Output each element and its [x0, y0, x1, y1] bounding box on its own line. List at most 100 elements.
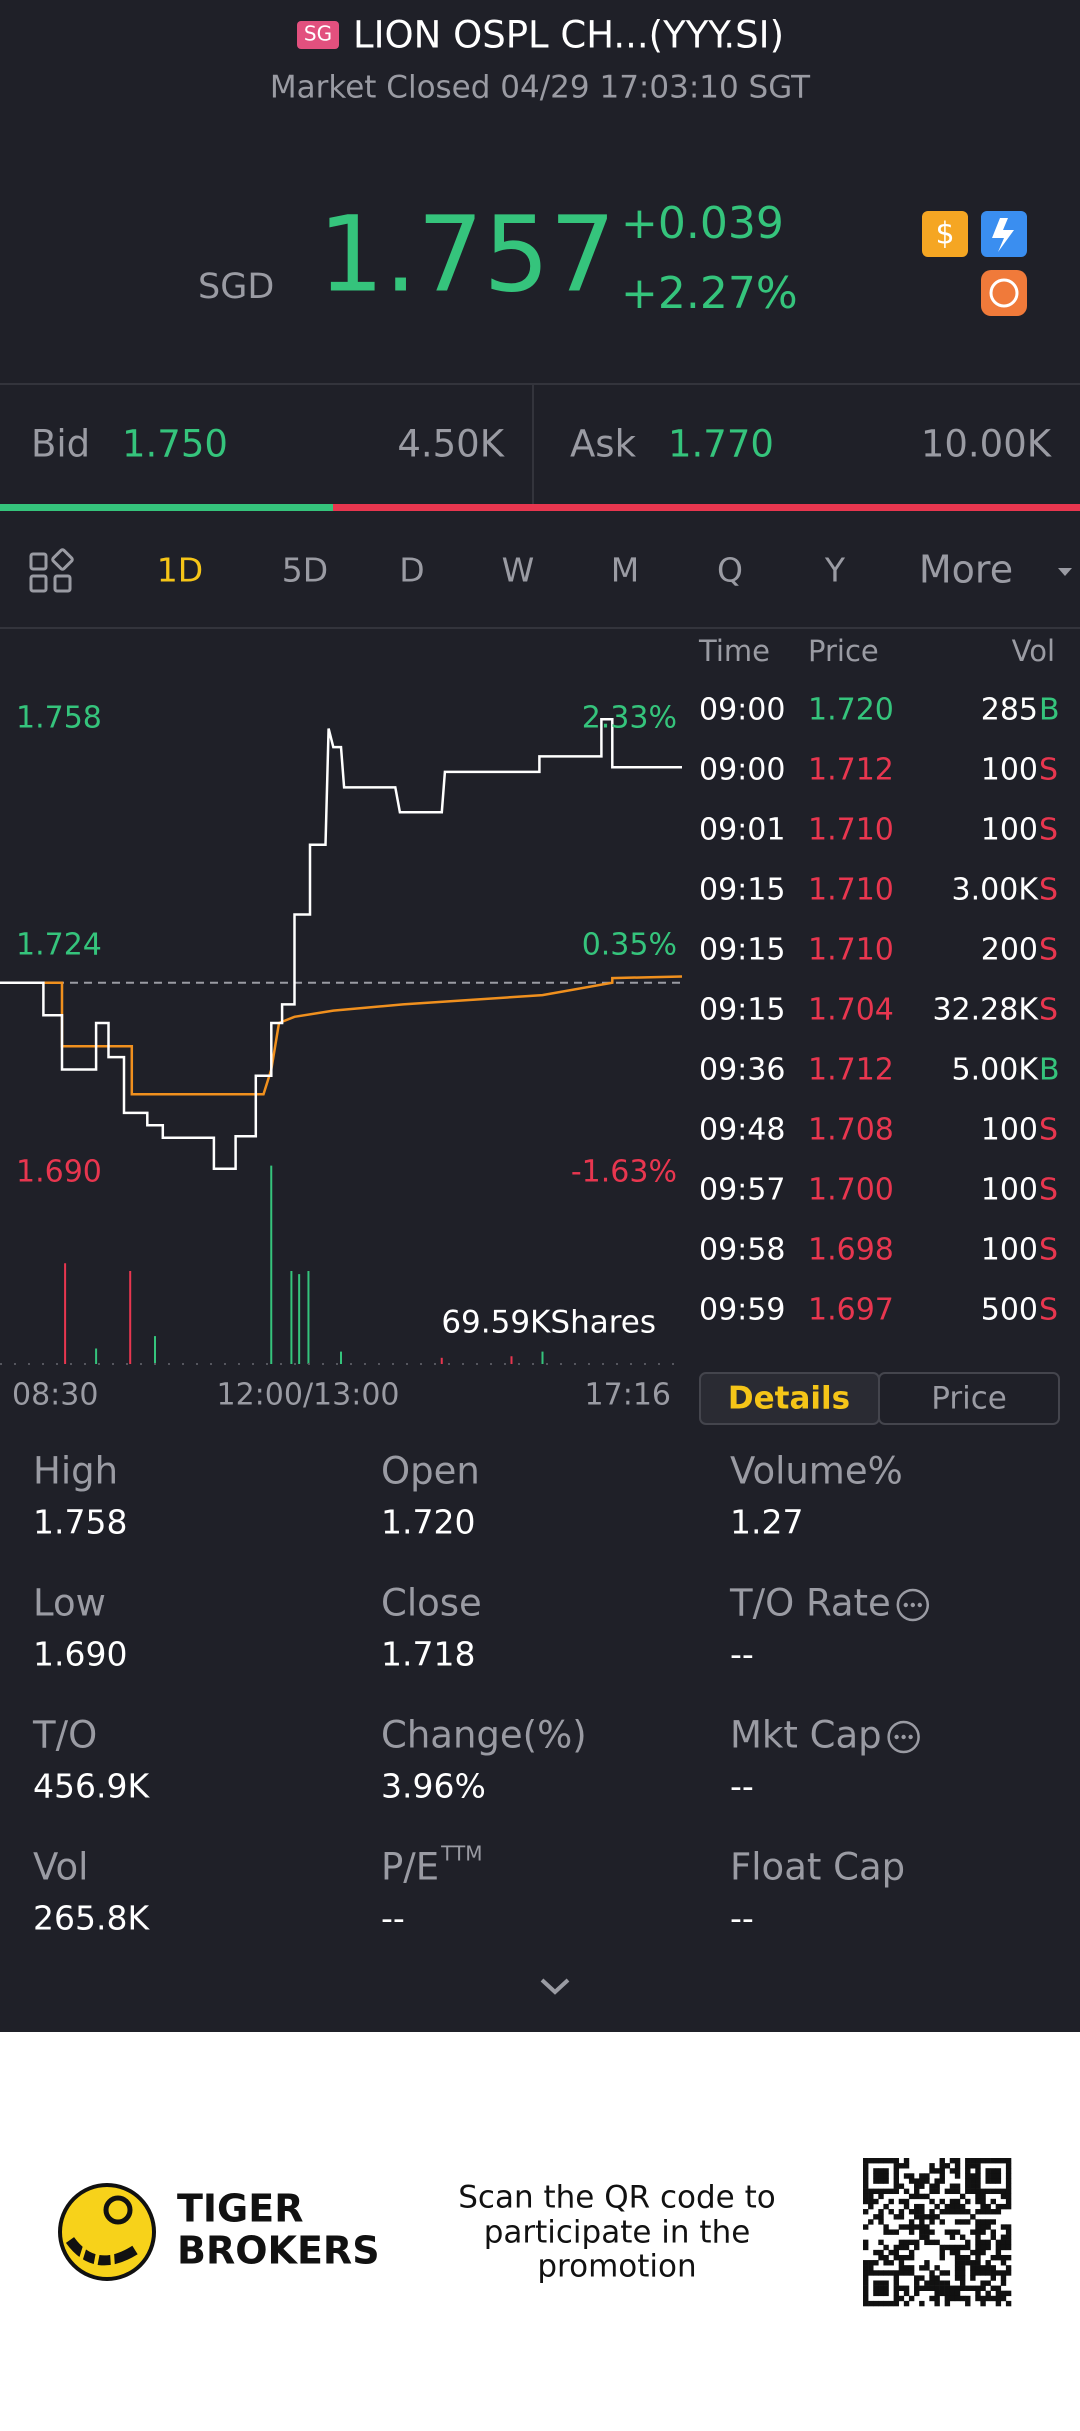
qr-cell: [975, 2193, 981, 2200]
qr-cell: [975, 2270, 981, 2276]
qr-cell: [914, 2224, 920, 2230]
qr-cell: [944, 2229, 951, 2235]
period-tab[interactable]: More: [919, 548, 1013, 592]
qr-cell: [944, 2188, 951, 2195]
period-tab[interactable]: W: [502, 551, 535, 590]
price-button[interactable]: [878, 1372, 1060, 1425]
qr-cell: [959, 2270, 966, 2276]
trade-side: B: [1039, 1053, 1060, 1088]
qr-cell: [929, 2188, 935, 2195]
qr-cell: [995, 2188, 1002, 2195]
qr-cell: [1005, 2188, 1012, 2195]
qr-cell: [949, 2244, 956, 2251]
stat-label-sup: TTM: [440, 1842, 482, 1866]
period-tab[interactable]: 5D: [282, 551, 328, 590]
qr-cell: [954, 2285, 961, 2291]
qr-cell: [873, 2188, 879, 2195]
qr-cell: [995, 2158, 1002, 2164]
period-tab[interactable]: Q: [717, 551, 743, 590]
period-tab[interactable]: M: [611, 551, 639, 590]
qr-cell: [1005, 2265, 1012, 2271]
qr-cell: [975, 2178, 981, 2184]
trade-time: 09:00: [699, 753, 785, 788]
stat-label: High: [33, 1450, 118, 1493]
qr-cell: [954, 2265, 961, 2271]
period-tab[interactable]: Y: [824, 551, 846, 590]
qr-cell: [863, 2265, 869, 2271]
qr-cell: [965, 2239, 971, 2246]
qr-cell: [883, 2203, 889, 2210]
qr-cell: [888, 2260, 894, 2266]
dividend-icon[interactable]: [922, 211, 968, 257]
qr-cell: [893, 2188, 900, 2195]
more-arrow[interactable]: [1058, 568, 1072, 576]
qr-cell: [970, 2229, 976, 2235]
qr-cell: [924, 2178, 930, 2184]
qr-cell: [954, 2158, 961, 2164]
qr-cell: [970, 2178, 976, 2184]
trade-time: 09:57: [699, 1173, 785, 1208]
trade-vol: 32.28K: [932, 993, 1039, 1028]
qr-cell: [919, 2178, 925, 2184]
trade-price: 1.710: [808, 933, 894, 968]
qr-cell: [908, 2295, 915, 2302]
qr-cell: [888, 2188, 894, 2195]
qr-cell: [919, 2183, 925, 2189]
trade-side: S: [1039, 873, 1058, 908]
qr-cell: [975, 2224, 981, 2230]
qr-cell: [924, 2239, 930, 2246]
qr-cell: [883, 2224, 889, 2230]
qr-cell: [929, 2239, 935, 2246]
qr-cell: [985, 2173, 991, 2179]
qr-cell: [980, 2280, 986, 2286]
trade-time: 09:36: [699, 1053, 785, 1088]
qr-cell: [944, 2163, 951, 2169]
qr-cell: [873, 2270, 879, 2276]
qr-cell: [893, 2295, 900, 2302]
qr-cell: [949, 2198, 956, 2205]
qr-cell: [863, 2239, 869, 2246]
qr-cell: [893, 2290, 900, 2297]
period-tab[interactable]: D: [399, 551, 424, 590]
trade-price: 1.720: [808, 693, 894, 728]
qr-cell: [924, 2234, 930, 2240]
qr-cell: [965, 2219, 971, 2225]
qr-cell: [893, 2244, 900, 2251]
qr-cell: [949, 2290, 956, 2297]
qr-cell: [919, 2214, 925, 2220]
qr-cell: [980, 2224, 986, 2230]
qr-cell: [863, 2244, 869, 2251]
qr-cell: [985, 2244, 991, 2251]
qr-cell: [863, 2198, 869, 2205]
qr-cell: [903, 2173, 910, 2179]
qr-cell: [898, 2244, 905, 2251]
qr-cell: [893, 2270, 900, 2276]
qr-cell: [893, 2254, 900, 2261]
footer-background: [0, 2032, 1080, 2431]
stat-label: T/O Rate: [729, 1582, 891, 1625]
qr-cell: [944, 2203, 951, 2210]
qr-cell: [919, 2219, 925, 2225]
trade-price: 1.700: [808, 1173, 894, 1208]
period-tab[interactable]: 1D: [157, 551, 203, 590]
qr-cell: [985, 2219, 991, 2225]
info-icon[interactable]: [896, 1588, 930, 1622]
stat-label: Close: [381, 1582, 482, 1625]
trade-vol: 100: [981, 813, 1038, 848]
qr-cell: [863, 2295, 869, 2302]
qr-cell: [883, 2290, 889, 2297]
qr-cell: [914, 2203, 920, 2210]
qr-cell: [1000, 2203, 1007, 2210]
expand-chevron[interactable]: [540, 1978, 570, 1995]
qr-cell: [914, 2183, 920, 2189]
info-icon[interactable]: [887, 1720, 920, 1754]
x-label: 12:00/13:00: [216, 1378, 399, 1413]
qr-cell: [863, 2285, 869, 2291]
ask-price: 1.770: [668, 423, 774, 466]
chart-icon[interactable]: [981, 270, 1027, 316]
qr-cell: [868, 2219, 874, 2225]
qr-cell: [868, 2203, 874, 2210]
qr-cell: [883, 2300, 889, 2307]
layout-icon[interactable]: [29, 548, 74, 593]
